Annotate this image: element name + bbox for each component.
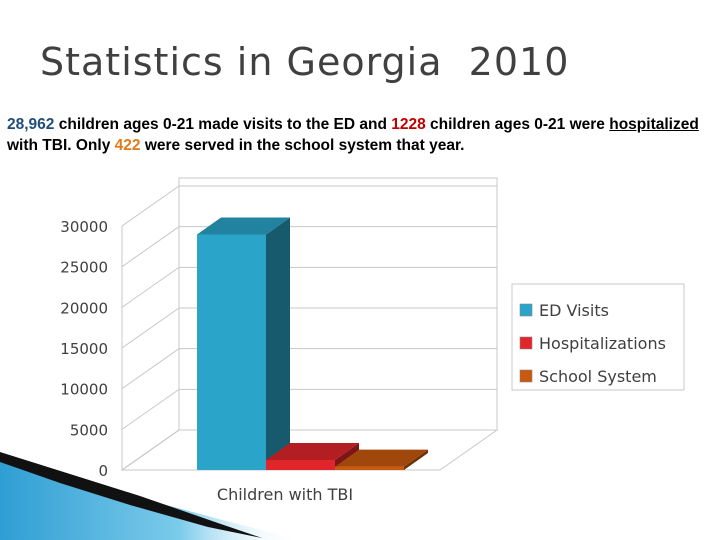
para-text-1: children ages 0-21 made visits to the ED… bbox=[54, 116, 392, 133]
decorative-swoosh-blue bbox=[0, 456, 300, 540]
bar-front bbox=[197, 234, 266, 470]
gridline bbox=[121, 226, 497, 268]
bar-top bbox=[335, 449, 428, 467]
bar-top bbox=[197, 217, 290, 235]
legend-label: ED Visits bbox=[539, 301, 609, 320]
chart-back-wall bbox=[121, 177, 498, 471]
legend-item: Hospitalizations bbox=[519, 334, 666, 353]
legend-label: Hospitalizations bbox=[539, 334, 666, 353]
gridline bbox=[121, 307, 497, 349]
para-text-3: with TBI. Only bbox=[7, 137, 115, 154]
para-text-4: were served in the school system that ye… bbox=[140, 137, 465, 154]
legend-swatch bbox=[519, 303, 533, 317]
y-tick-label: 25000 bbox=[60, 259, 108, 277]
legend-swatch bbox=[519, 369, 533, 383]
hospitalization-count: 1228 bbox=[391, 116, 426, 133]
bar-top bbox=[266, 443, 359, 461]
gridline bbox=[121, 388, 497, 430]
slide-title: Statistics in Georgia 2010 bbox=[40, 40, 570, 84]
bar-front bbox=[335, 466, 404, 470]
bar-ed-visits bbox=[197, 217, 290, 470]
x-axis-label: Children with TBI bbox=[217, 485, 353, 504]
y-tick-label: 15000 bbox=[60, 340, 108, 358]
y-tick-label: 0 bbox=[98, 462, 108, 480]
legend-item: School System bbox=[519, 367, 657, 386]
gridline bbox=[121, 266, 497, 308]
y-tick-label: 30000 bbox=[60, 218, 108, 236]
legend-box bbox=[511, 283, 685, 391]
bar-school-system bbox=[335, 449, 428, 470]
chart-legend: ED Visits Hospitalizations School System bbox=[511, 283, 685, 391]
legend-item: ED Visits bbox=[519, 301, 609, 320]
school-count: 422 bbox=[114, 137, 141, 154]
y-tick-label: 5000 bbox=[70, 421, 108, 439]
ed-count: 28,962 bbox=[7, 116, 55, 133]
hospitalized-word: hospitalized bbox=[609, 116, 699, 133]
legend-label: School System bbox=[539, 367, 657, 386]
gridline bbox=[121, 185, 497, 227]
bar-front bbox=[266, 460, 335, 470]
legend-swatch bbox=[519, 336, 533, 350]
para-text-2: children ages 0-21 were bbox=[425, 116, 610, 133]
summary-paragraph: 28,962 children ages 0-21 made visits to… bbox=[7, 114, 713, 156]
decorative-swoosh-black bbox=[0, 452, 262, 538]
bar-side bbox=[404, 449, 428, 470]
gridline bbox=[121, 348, 497, 390]
bar-side bbox=[266, 217, 290, 470]
gridline bbox=[121, 429, 497, 471]
y-tick-label: 20000 bbox=[60, 299, 108, 317]
y-tick-label: 10000 bbox=[60, 381, 108, 399]
